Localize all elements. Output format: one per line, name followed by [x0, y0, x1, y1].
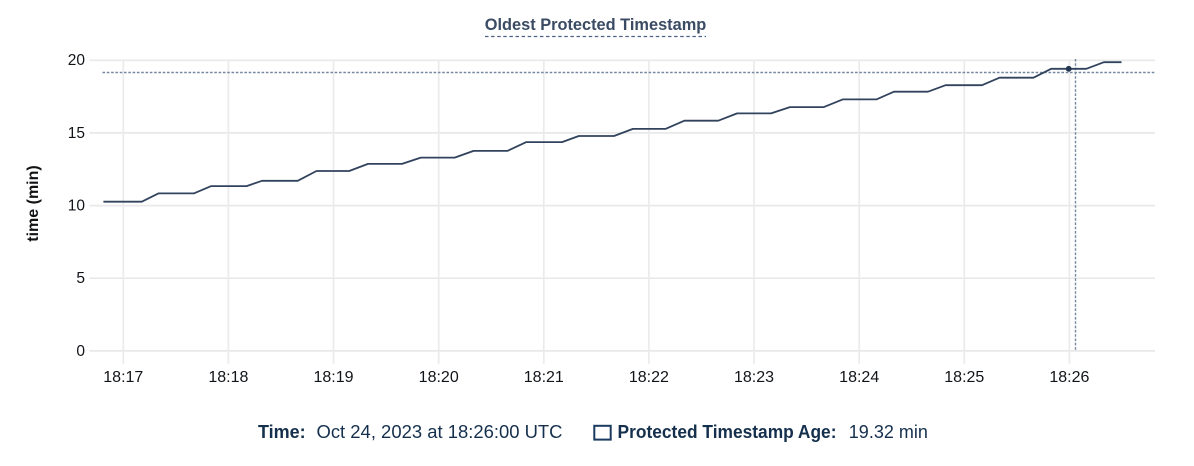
- svg-text:10: 10: [68, 198, 86, 215]
- svg-text:Time:: Time:: [258, 422, 306, 442]
- svg-text:Protected Timestamp Age:: Protected Timestamp Age:: [618, 422, 837, 442]
- svg-text:15: 15: [68, 125, 85, 142]
- svg-text:Oct 24, 2023 at 18:26:00 UTC: Oct 24, 2023 at 18:26:00 UTC: [317, 422, 563, 442]
- svg-text:0: 0: [76, 343, 85, 360]
- svg-text:Oldest Protected Timestamp: Oldest Protected Timestamp: [485, 15, 707, 34]
- svg-text:time (min): time (min): [25, 165, 42, 241]
- svg-text:18:26: 18:26: [1049, 369, 1089, 386]
- svg-text:18:25: 18:25: [944, 369, 984, 386]
- svg-text:18:18: 18:18: [208, 369, 248, 386]
- svg-text:5: 5: [76, 270, 85, 287]
- svg-text:18:20: 18:20: [419, 369, 459, 386]
- svg-text:19.32 min: 19.32 min: [849, 422, 928, 442]
- svg-text:18:19: 18:19: [313, 369, 353, 386]
- svg-text:18:23: 18:23: [734, 369, 774, 386]
- svg-text:18:17: 18:17: [103, 369, 143, 386]
- svg-text:18:22: 18:22: [629, 369, 669, 386]
- svg-text:20: 20: [68, 52, 86, 69]
- svg-text:18:24: 18:24: [839, 369, 879, 386]
- svg-text:18:21: 18:21: [524, 369, 564, 386]
